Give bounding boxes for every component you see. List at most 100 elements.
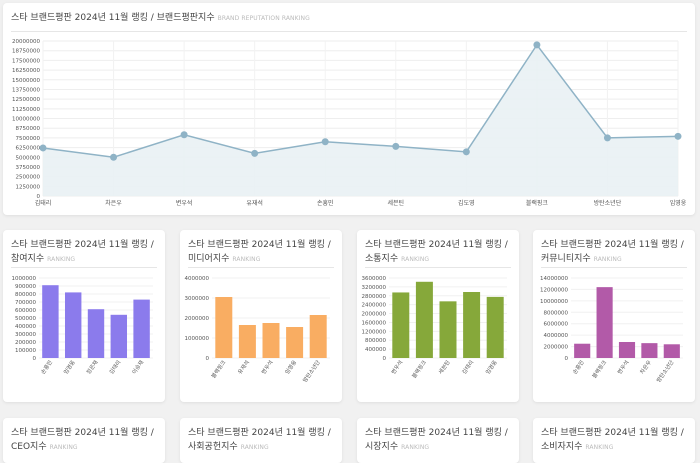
community-card: 스타 브랜드평판 2024년 11월 랭킹 / 커뮤니티지수 RANKING 0 2… (533, 230, 695, 402)
data-point (251, 149, 259, 157)
data-point (392, 142, 400, 150)
main-chart-title: 스타 브랜드평판 2024년 11월 랭킹 / 브랜드평판지수 BRAND REP… (11, 11, 310, 26)
community-title-text: 스타 브랜드평판 2024년 11월 랭킹 / 커뮤니티지수 (541, 240, 684, 264)
media-bar-chart: 0 1000000 2000000 3000000 4000000 블랙핑크 유재석 변우석 임… (185, 276, 330, 384)
data-point (321, 138, 329, 146)
y-tick-label: 1000000 (12, 276, 37, 282)
y-tick-label: 2000000 (362, 312, 387, 318)
y-tick-label: 20000000 (12, 39, 40, 45)
x-tick-label: 세븐틴 (436, 359, 451, 376)
y-tick-label: 3600000 (362, 276, 387, 282)
consumer-card: 스타 브랜드평판 2024년 11월 랭킹 / 소비자지수 RANKING (533, 418, 695, 463)
data-point (180, 131, 188, 139)
market-card: 스타 브랜드평판 2024년 11월 랭킹 / 시장지수 RANKING (357, 418, 519, 463)
data-point (674, 132, 682, 140)
x-tick-label: 유재석 (236, 359, 251, 376)
media-title: 스타 브랜드평판 2024년 11월 랭킹 / 미디어지수 RANKING (188, 238, 334, 267)
y-tick-label: 0 (206, 356, 210, 362)
community-bar-chart: 0 2000000 4000000 6000000 8000000 10000000 120… (540, 276, 683, 384)
y-tick-label: 400000 (365, 347, 386, 353)
y-tick-label: 800000 (365, 338, 386, 344)
main-chart-subtitle: BRAND REPUTATION RANKING (217, 15, 310, 22)
bar (64, 292, 82, 358)
x-tick-label: 변우석 (176, 199, 193, 207)
y-tick-label: 5000000 (16, 155, 41, 161)
social-contribution-subtitle: RANKING (240, 444, 269, 451)
data-point (462, 148, 470, 156)
y-tick-label: 18750000 (12, 49, 40, 55)
social-contribution-title-text: 스타 브랜드평판 2024년 11월 랭킹 / 사회공헌지수 (188, 428, 331, 452)
y-tick-label: 1000000 (185, 336, 210, 342)
bar (133, 299, 150, 358)
y-tick-label: 13750000 (12, 87, 40, 93)
media-title-text: 스타 브랜드평판 2024년 11월 랭킹 / 미디어지수 (188, 240, 331, 264)
communication-divider (365, 267, 511, 268)
y-tick-label: 15000000 (12, 78, 40, 84)
data-point (603, 134, 611, 142)
media-divider (188, 267, 334, 268)
x-tick-label: 임영웅 (283, 359, 298, 376)
media-subtitle: RANKING (232, 256, 261, 263)
bar (215, 297, 233, 358)
y-tick-label: 3750000 (16, 165, 41, 171)
y-tick-label: 400000 (15, 324, 36, 330)
bar (262, 323, 280, 358)
x-tick-label: 유재석 (246, 199, 263, 207)
y-tick-label: 4000000 (185, 276, 210, 282)
series-area (43, 44, 678, 196)
x-tick-label: 손흥민 (317, 199, 334, 207)
y-tick-label: 600000 (15, 308, 36, 314)
y-tick-label: 500000 (15, 316, 36, 322)
x-tick-label: 세븐틴 (387, 199, 404, 207)
bar (641, 343, 658, 358)
x-tick-label: 변우석 (259, 359, 274, 376)
bar (618, 342, 636, 358)
y-tick-label: 8750000 (16, 126, 41, 132)
ceo-card: 스타 브랜드평판 2024년 11월 랭킹 / CEO지수 RANKING (3, 418, 165, 463)
y-tick-label: 0 (37, 194, 41, 200)
community-title: 스타 브랜드평판 2024년 11월 랭킹 / 커뮤니티지수 RANKING (541, 238, 687, 267)
bar (87, 309, 105, 358)
communication-subtitle: RANKING (401, 256, 430, 263)
y-tick-label: 2500000 (16, 175, 41, 181)
x-tick-label: 김도영 (458, 199, 475, 207)
consumer-subtitle: RANKING (585, 444, 614, 451)
x-tick-label: 블랙핑크 (410, 359, 428, 380)
y-tick-label: 7500000 (16, 136, 41, 142)
y-tick-label: 2800000 (362, 294, 387, 300)
bar (286, 327, 304, 358)
bar (309, 315, 327, 358)
ceo-subtitle: RANKING (49, 444, 78, 451)
participation-bar-chart: 0 100000 200000 300000 400000 500000 600000 700… (12, 276, 153, 376)
social-contribution-card: 스타 브랜드평판 2024년 11월 랭킹 / 사회공헌지수 RANKING (180, 418, 342, 463)
y-tick-label: 3000000 (185, 296, 210, 302)
x-tick-label: 방탄소년단 (594, 199, 622, 207)
consumer-title-text: 스타 브랜드평판 2024년 11월 랭킹 / 소비자지수 (541, 428, 684, 452)
y-tick-label: 2000000 (185, 316, 210, 322)
market-title-text: 스타 브랜드평판 2024년 11월 랭킹 / 시장지수 (365, 428, 508, 452)
bar (463, 292, 481, 358)
y-tick-label: 4000000 (544, 333, 569, 339)
main-chart-divider (11, 31, 687, 32)
y-tick-label: 1600000 (362, 320, 387, 326)
y-tick-label: 14000000 (540, 276, 568, 282)
x-tick-label: 방탄소년단 (301, 359, 322, 384)
x-tick-label: 임영웅 (670, 199, 687, 207)
x-tick-label: 손흥민 (39, 359, 54, 376)
y-tick-label: 2400000 (362, 303, 387, 309)
bar (238, 325, 256, 358)
participation-title: 스타 브랜드평판 2024년 11월 랭킹 / 참여지수 RANKING (11, 238, 157, 267)
y-tick-label: 2000000 (544, 345, 569, 351)
y-tick-label: 0 (33, 356, 37, 362)
x-tick-label: 블랙핑크 (209, 359, 227, 380)
bar (439, 301, 457, 358)
main-area-chart: 0 1250000 2500000 3750000 5000000 6250000 7500… (12, 39, 687, 207)
communication-card: 스타 브랜드평판 2024년 11월 랭킹 / 소통지수 RANKING 0 400… (357, 230, 519, 402)
communication-title: 스타 브랜드평판 2024년 11월 랭킹 / 소통지수 RANKING (365, 238, 511, 267)
y-tick-label: 200000 (15, 340, 36, 346)
data-point (110, 153, 118, 161)
community-divider (541, 267, 687, 268)
y-tick-label: 8000000 (544, 310, 569, 316)
y-tick-label: 0 (383, 356, 387, 362)
community-subtitle: RANKING (593, 256, 622, 263)
